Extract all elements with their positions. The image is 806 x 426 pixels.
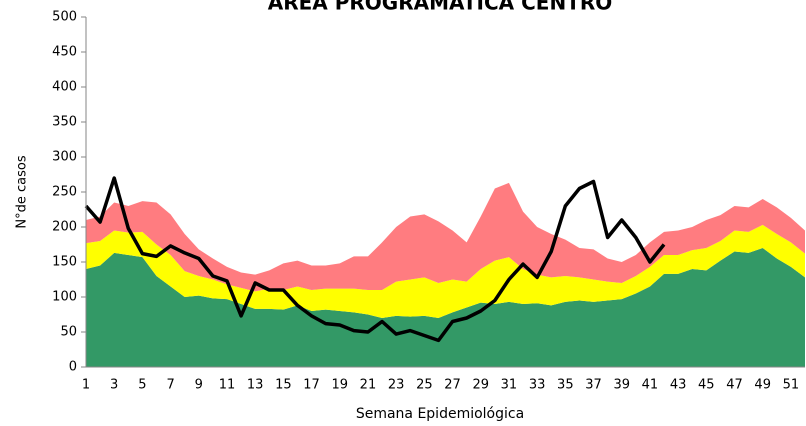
x-tick-label: 49: [754, 378, 771, 393]
x-axis-label: Semana Epidemiológica: [356, 406, 524, 422]
x-tick-label: 21: [360, 378, 377, 393]
x-tick-label: 17: [303, 378, 320, 393]
x-tick-label: 31: [501, 378, 518, 393]
x-tick-label: 15: [275, 378, 292, 393]
x-tick-label: 43: [670, 378, 687, 393]
x-tick-label: 47: [726, 378, 743, 393]
y-tick-label: 300: [52, 150, 77, 165]
x-tick-label: 11: [219, 378, 236, 393]
x-tick-label: 23: [388, 378, 405, 393]
area: [86, 224, 805, 318]
x-tick-label: 37: [585, 378, 602, 393]
y-tick-label: 200: [52, 220, 77, 235]
x-tick-label: 51: [783, 378, 800, 393]
y-tick-label: 500: [52, 10, 77, 25]
y-tick-label: 150: [52, 255, 77, 270]
x-tick-label: 27: [444, 378, 461, 393]
x-tick-label: 9: [195, 378, 203, 393]
x-tick-label: 33: [529, 378, 546, 393]
x-tick-label: 35: [557, 378, 574, 393]
y-tick-label: 0: [69, 360, 77, 375]
x-tick-label: 29: [472, 378, 489, 393]
chart-title: ÁREA PROGRAMÁTICA CENTRO: [268, 0, 613, 15]
line: [84, 176, 666, 343]
x-tick-label: 45: [698, 378, 715, 393]
x-tick-label: 3: [110, 378, 118, 393]
area: [86, 182, 805, 292]
x-tick-label: 1: [82, 378, 90, 393]
y-tick-label: 450: [52, 45, 77, 60]
x-tick-label: 41: [642, 378, 659, 393]
x-tick-label: 25: [416, 378, 433, 393]
y-tick-label: 100: [52, 290, 77, 305]
y-tick-label: 400: [52, 80, 77, 95]
x-tick-label: 7: [166, 378, 174, 393]
area: [86, 248, 805, 367]
x-tick-label: 5: [138, 378, 146, 393]
x-tick-label: 19: [331, 378, 348, 393]
y-tick-label: 50: [60, 325, 77, 340]
x-tick-label: 13: [247, 378, 264, 393]
y-tick-label: 250: [52, 185, 77, 200]
x-tick-label: 39: [613, 378, 630, 393]
y-tick-label: 350: [52, 115, 77, 130]
y-axis-label: N°de casos: [15, 155, 30, 228]
